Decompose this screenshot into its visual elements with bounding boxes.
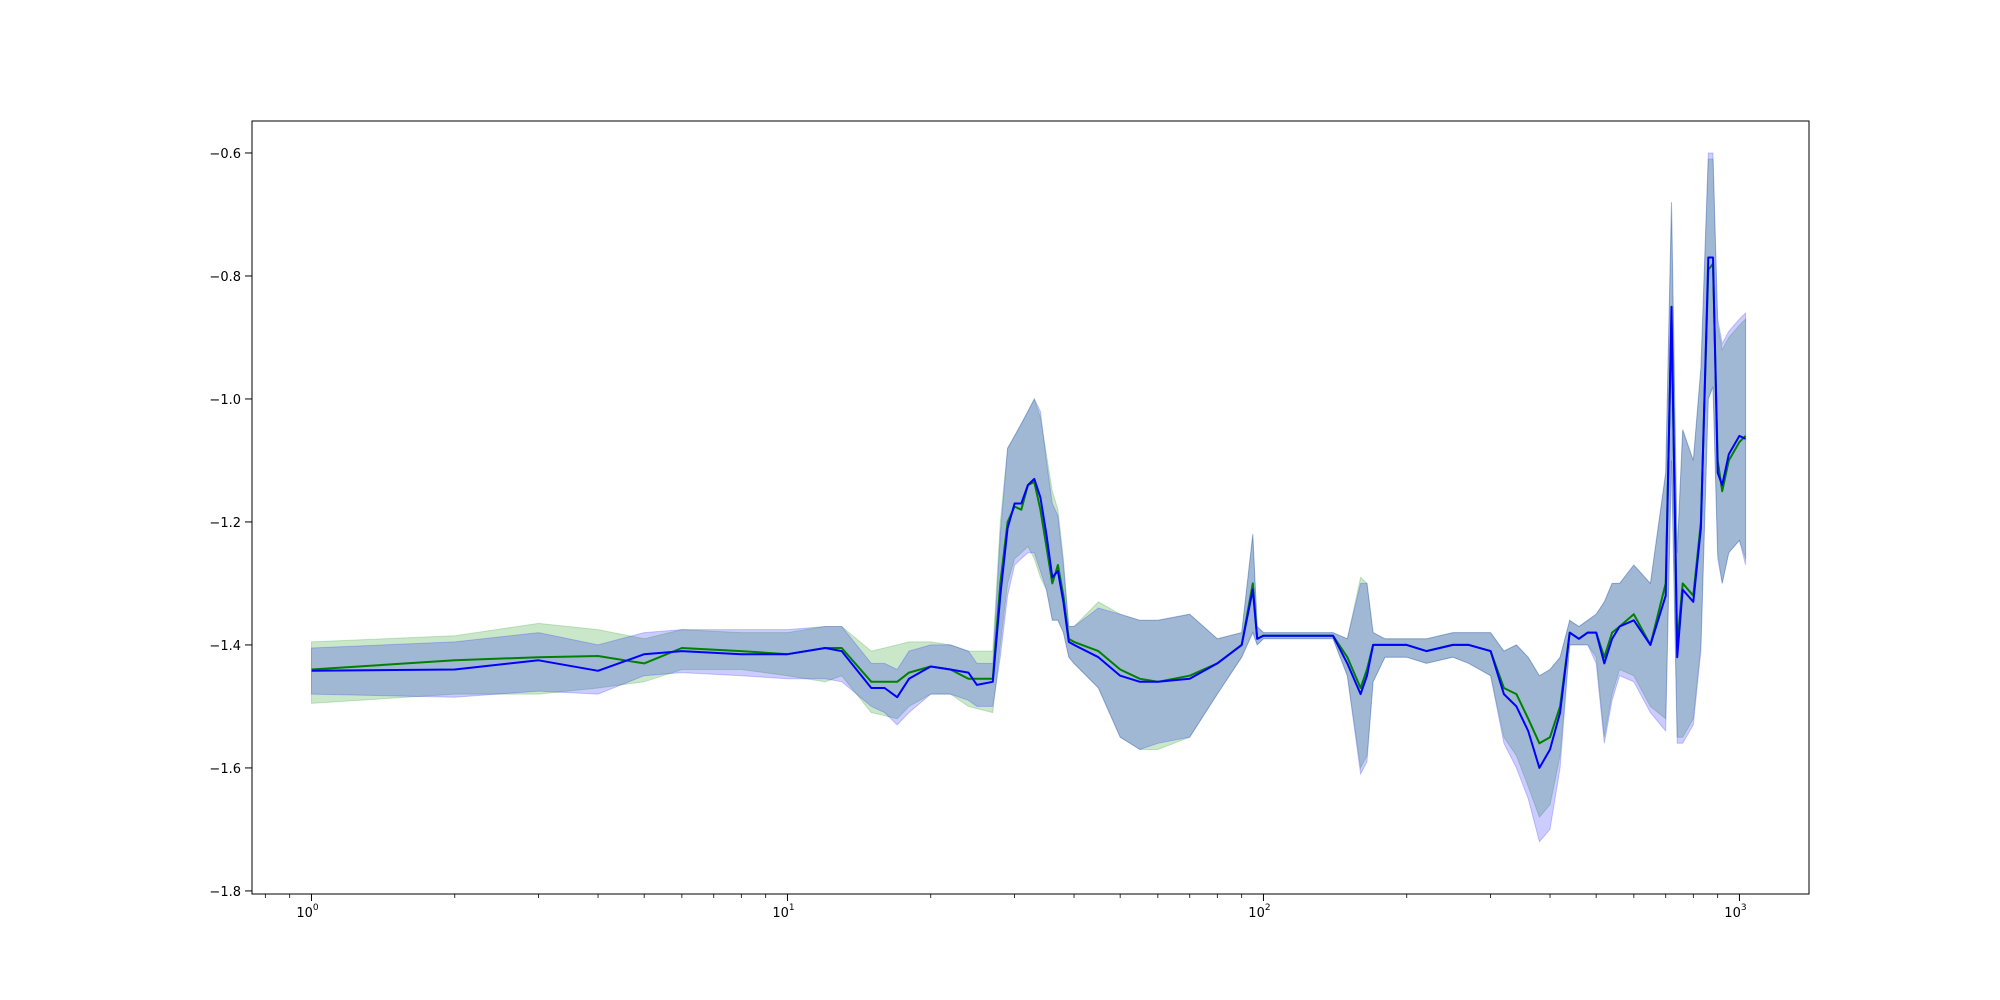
x-tick-label-3: 103 bbox=[1724, 903, 1746, 921]
x-tick-label-1: 101 bbox=[772, 903, 794, 921]
y-tick-label-3: −1.2 bbox=[209, 516, 241, 531]
x-axis: 100 101 102 103 bbox=[264, 894, 1747, 921]
y-axis: −1.8 −1.6 −1.4 −1.2 −1.0 −0.8 −0.6 bbox=[209, 147, 252, 900]
x-tick-label-2: 102 bbox=[1248, 903, 1270, 921]
y-tick-label-1: −1.6 bbox=[209, 762, 241, 777]
plot-frame bbox=[251, 120, 1810, 895]
y-tick-label-6: −0.6 bbox=[209, 147, 241, 162]
y-tick-label-4: −1.0 bbox=[209, 393, 241, 408]
series-lines bbox=[311, 256, 1747, 769]
series-1-band bbox=[311, 152, 1747, 843]
x-tick-label-0: 100 bbox=[296, 903, 319, 921]
y-tick-label-0: −1.8 bbox=[209, 885, 241, 900]
series-1-line bbox=[311, 256, 1747, 769]
y-tick-label-5: −0.8 bbox=[209, 270, 241, 285]
y-tick-label-2: −1.4 bbox=[209, 639, 241, 654]
